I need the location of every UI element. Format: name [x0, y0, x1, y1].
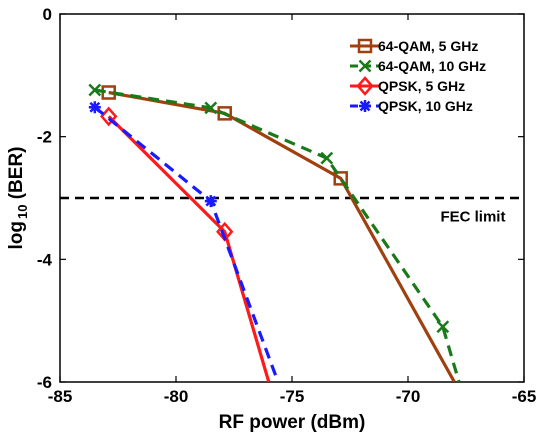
legend-label: QPSK, 5 GHz [378, 78, 465, 94]
series-marker [333, 171, 348, 186]
series-line [107, 115, 271, 382]
y-axis-title: log 10 (BER) [6, 146, 30, 249]
series-marker [88, 83, 102, 97]
fec-limit-label: FEC limit [440, 208, 505, 225]
legend: 64-QAM, 5 GHz 64-QAM, 10 GHz QPSK, 5 GHz QP… [350, 38, 486, 114]
series-marker [204, 101, 218, 115]
y-tick-label: -6 [37, 373, 52, 392]
x-tick-label: -75 [280, 387, 305, 406]
y-tick-label: 0 [43, 5, 52, 24]
axis-ticks: -85 -80 -75 -70 -65 0 -2 -4 -6 [37, 5, 536, 406]
x-tick-label: -85 [48, 387, 73, 406]
series-4 [88, 101, 280, 382]
legend-marker [358, 59, 372, 73]
x-tick-label: -80 [164, 387, 189, 406]
legend-marker [359, 100, 371, 112]
legend-label: QPSK, 10 GHz [378, 98, 473, 114]
series-line [108, 90, 456, 382]
series-marker [436, 320, 450, 334]
legend-marker [357, 38, 373, 54]
y-axis-title-rest: (BER) [6, 146, 27, 204]
x-tick-label: -70 [396, 387, 421, 406]
series-2 [88, 83, 461, 382]
y-tick-label: -4 [37, 250, 53, 269]
y-axis-title-log: log [6, 221, 27, 250]
y-axis-title-sub: 10 [15, 205, 30, 219]
legend-label: 64-QAM, 5 GHz [378, 38, 478, 54]
x-tick-label: -65 [512, 387, 537, 406]
x-axis-title: RF power (dBm) [219, 412, 366, 433]
series-marker [100, 106, 118, 127]
legend-label: 64-QAM, 10 GHz [378, 58, 486, 74]
series-marker [204, 195, 217, 208]
series-layer [88, 83, 461, 382]
legend-marker [356, 76, 374, 96]
y-tick-label: -2 [37, 128, 52, 147]
series-marker [217, 106, 232, 121]
series-marker [88, 101, 101, 114]
series-marker [320, 151, 334, 165]
